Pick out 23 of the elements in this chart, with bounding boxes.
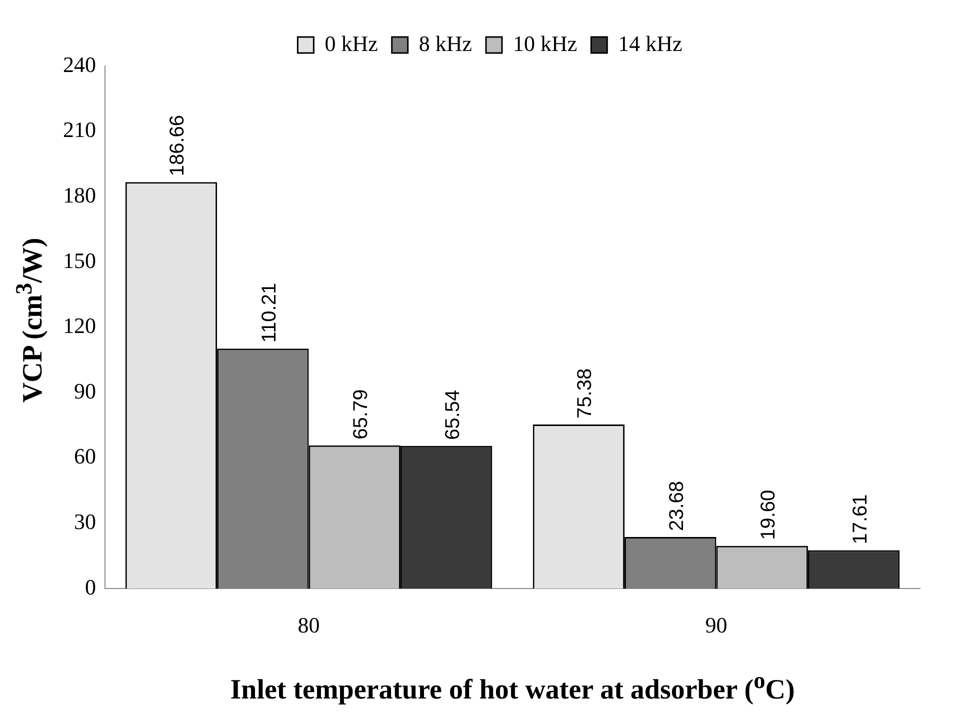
data-label: 65.54 [442,390,464,440]
y-tick-label: 120 [63,313,96,338]
y-tick-label: 240 [63,52,96,77]
y-tick-label: 0 [85,574,96,600]
data-label: 19.60 [758,490,780,540]
legend-label: 10 kHz [513,30,578,56]
data-label: 75.38 [574,368,596,418]
data-label: 65.79 [350,389,372,440]
y-tick-label: 150 [63,248,96,273]
x-tick-label: 80 [298,612,320,638]
y-tick-label: 30 [74,509,96,534]
legend-label: 14 kHz [618,30,683,56]
data-label: 110.21 [258,282,280,343]
data-label: 23.68 [666,480,688,532]
y-tick-label: 60 [74,444,96,469]
y-tick-label: 180 [63,182,96,208]
data-label: 186.66 [166,114,189,176]
y-tick-label: 210 [63,117,96,142]
legend-label: 0 kHz [324,30,378,56]
legend-label: 8 kHz [418,30,472,56]
data-label: 17.61 [849,494,872,544]
x-axis-title: Inlet temperature of hot water at adsorber ($^{o}$C) [229,668,796,706]
y-tick-label: 90 [74,378,96,404]
